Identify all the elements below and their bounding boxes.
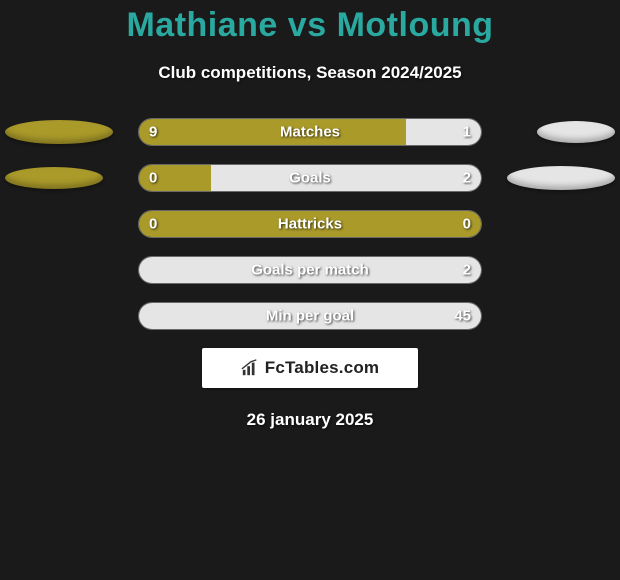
brand-box: FcTables.com	[202, 348, 418, 388]
stat-bar-goals: 0 Goals 2	[138, 164, 482, 192]
brand-text: FcTables.com	[265, 358, 380, 378]
title-player2: Motloung	[337, 6, 494, 44]
title-player1: Mathiane	[126, 6, 277, 44]
subtitle: Club competitions, Season 2024/2025	[0, 63, 620, 83]
bar-left-segment	[139, 119, 406, 145]
player1-marker-ellipse	[5, 120, 113, 144]
bar-left-segment	[139, 165, 211, 191]
stat-bar-matches: 9 Matches 1	[138, 118, 482, 146]
player2-marker-ellipse	[537, 121, 615, 143]
bar-left-segment	[139, 211, 481, 237]
player1-marker-ellipse	[5, 167, 103, 189]
footer-date: 26 january 2025	[0, 410, 620, 430]
page-root: Mathiane vs Motloung Club competitions, …	[0, 6, 620, 580]
stat-row-matches: 9 Matches 1	[0, 118, 620, 146]
bar-right-segment	[139, 257, 481, 283]
comparison-chart: 9 Matches 1 0 Goals 2 0 Hat	[0, 118, 620, 330]
title-vs: vs	[288, 6, 327, 44]
stat-bar-goals-per-match: Goals per match 2	[138, 256, 482, 284]
stat-bar-min-per-goal: Min per goal 45	[138, 302, 482, 330]
page-title: Mathiane vs Motloung	[0, 6, 620, 45]
stat-row-hattricks: 0 Hattricks 0	[0, 210, 620, 238]
bar-chart-icon	[241, 359, 259, 377]
bar-right-segment	[406, 119, 481, 145]
bar-right-segment	[211, 165, 481, 191]
stat-row-goals-per-match: Goals per match 2	[0, 256, 620, 284]
stat-row-min-per-goal: Min per goal 45	[0, 302, 620, 330]
player2-marker-ellipse	[507, 166, 615, 190]
bar-right-segment	[139, 303, 481, 329]
stat-bar-hattricks: 0 Hattricks 0	[138, 210, 482, 238]
stat-row-goals: 0 Goals 2	[0, 164, 620, 192]
